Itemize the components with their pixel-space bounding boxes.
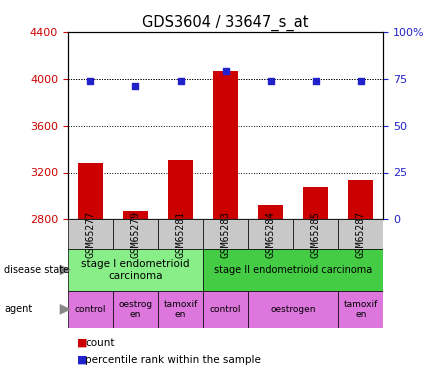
Bar xyxy=(68,219,113,249)
Bar xyxy=(203,219,248,249)
Bar xyxy=(203,291,248,328)
Text: agent: agent xyxy=(4,304,32,314)
Text: ■: ■ xyxy=(77,338,87,348)
Bar xyxy=(68,291,113,328)
Bar xyxy=(338,291,383,328)
Polygon shape xyxy=(60,304,70,314)
Text: oestrog
en: oestrog en xyxy=(118,300,152,319)
Text: percentile rank within the sample: percentile rank within the sample xyxy=(85,355,261,365)
Point xyxy=(132,83,139,89)
Text: GSM65281: GSM65281 xyxy=(176,211,186,258)
Bar xyxy=(213,70,238,219)
Bar xyxy=(248,219,293,249)
Text: count: count xyxy=(85,338,115,348)
Bar xyxy=(158,291,203,328)
Bar xyxy=(303,187,328,219)
Bar xyxy=(113,219,158,249)
Text: GSM65285: GSM65285 xyxy=(311,211,321,258)
Bar xyxy=(78,163,103,219)
Bar xyxy=(203,249,383,291)
Point xyxy=(177,78,184,84)
Point xyxy=(222,68,229,74)
Text: oestrogen: oestrogen xyxy=(270,305,316,314)
Text: stage I endometrioid
carcinoma: stage I endometrioid carcinoma xyxy=(81,259,190,281)
Text: GSM65283: GSM65283 xyxy=(221,211,230,258)
Bar xyxy=(293,219,338,249)
Bar xyxy=(158,219,203,249)
Text: disease state: disease state xyxy=(4,265,70,275)
Point xyxy=(357,78,364,84)
Point xyxy=(312,78,319,84)
Bar xyxy=(348,180,373,219)
Bar xyxy=(338,219,383,249)
Bar xyxy=(68,249,203,291)
Point xyxy=(87,78,94,84)
Text: tamoxif
en: tamoxif en xyxy=(163,300,198,319)
Bar xyxy=(248,291,338,328)
Polygon shape xyxy=(60,265,70,275)
Text: GSM65287: GSM65287 xyxy=(356,211,366,258)
Text: ■: ■ xyxy=(77,355,87,365)
Point xyxy=(267,78,274,84)
Text: stage II endometrioid carcinoma: stage II endometrioid carcinoma xyxy=(214,265,372,275)
Bar xyxy=(113,291,158,328)
Bar xyxy=(258,206,283,219)
Text: control: control xyxy=(210,305,241,314)
Bar xyxy=(168,160,193,219)
Text: control: control xyxy=(74,305,106,314)
Text: tamoxif
en: tamoxif en xyxy=(343,300,378,319)
Text: GSM65284: GSM65284 xyxy=(265,211,276,258)
Text: GSM65277: GSM65277 xyxy=(85,211,95,258)
Bar xyxy=(123,211,148,219)
Text: GSM65279: GSM65279 xyxy=(131,211,141,258)
Title: GDS3604 / 33647_s_at: GDS3604 / 33647_s_at xyxy=(142,14,309,30)
